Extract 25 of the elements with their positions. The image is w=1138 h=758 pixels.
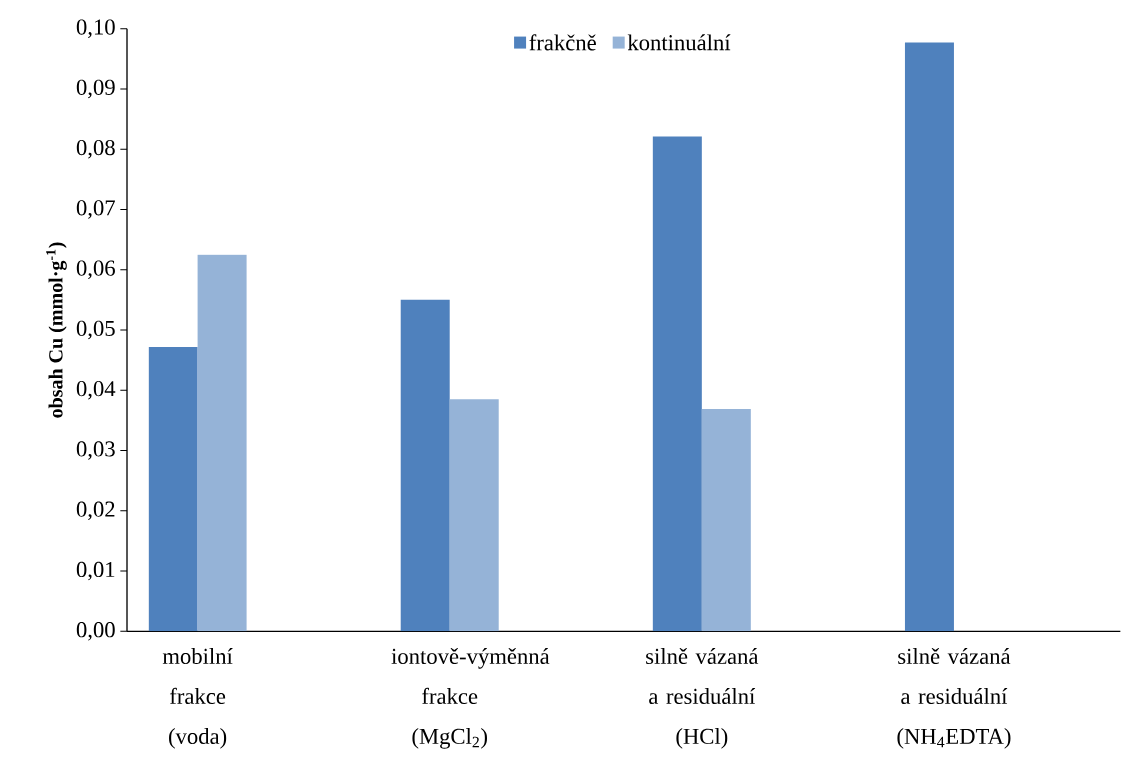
y-tick-label: 0,10 (76, 19, 115, 38)
bar (400, 299, 450, 632)
legend-label: frakčně (529, 34, 596, 51)
bar (197, 254, 247, 632)
y-tick-label: 0,07 (76, 200, 115, 219)
y-tick-label: 0,09 (76, 79, 115, 99)
bar (148, 346, 198, 632)
bar (449, 399, 499, 632)
y-tick-label: 0,02 (76, 501, 115, 521)
bar (904, 42, 954, 632)
x-tick-label: mobilní frakce (voda) (162, 648, 233, 749)
y-tick-label: 0,04 (76, 380, 116, 400)
x-tick-label: silně vázaná a residuální (HCl) (646, 648, 759, 749)
y-tick-label: 0,03 (76, 441, 115, 460)
y-tick-label: 0,08 (76, 139, 115, 159)
y-tick-label: 0,06 (76, 260, 115, 280)
legend-label: kontinuální (627, 34, 731, 51)
y-tick-label: 0,05 (76, 320, 115, 340)
y-tick-label: 0,01 (76, 561, 115, 581)
bar (652, 136, 702, 632)
bar (701, 408, 751, 632)
x-tick-label: silně vázaná a residuální (NH$_{4}$EDTA) (897, 648, 1011, 749)
y-axis-title: obsah Cu (mmol·g$^{-1}$) (46, 242, 67, 418)
x-tick-label: iontově-výměnná frakce (MgCl$_{2}$) (391, 648, 550, 749)
y-tick-label: 0,00 (76, 622, 115, 641)
